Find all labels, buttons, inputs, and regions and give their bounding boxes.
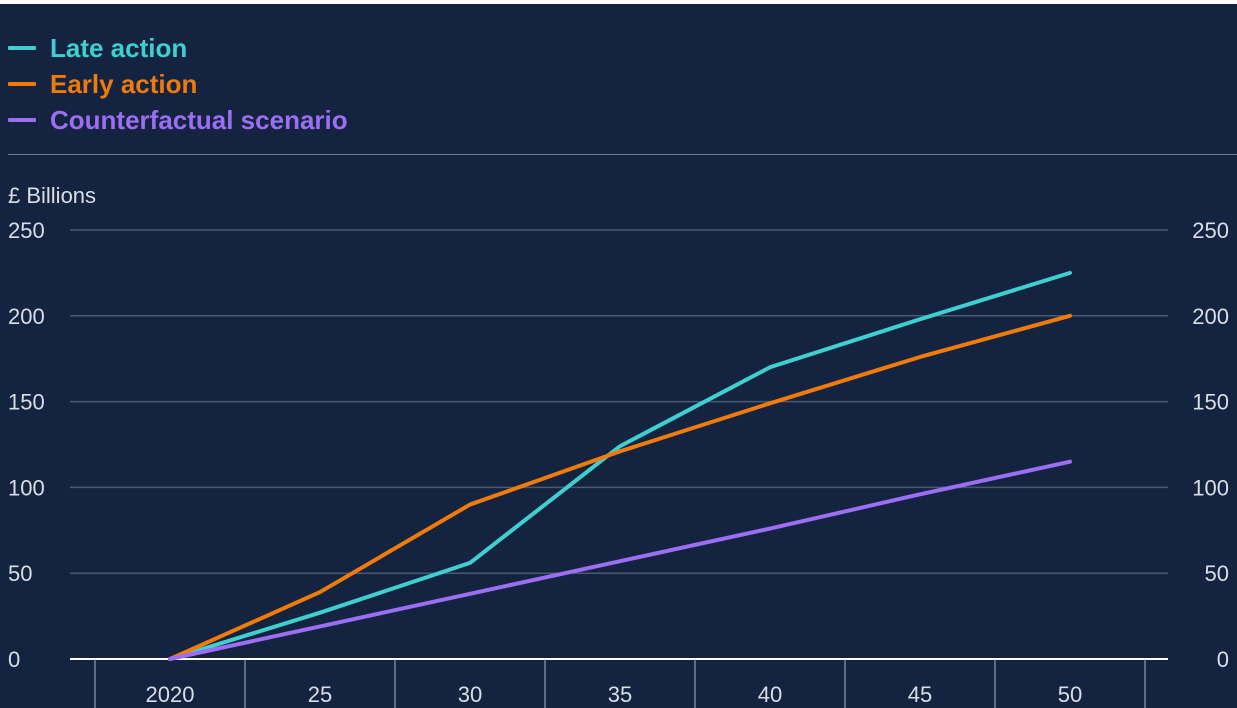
legend-swatch-counterfactual: [8, 118, 36, 122]
y-ticks-right: 0 50 100 150 200 250: [1192, 218, 1229, 672]
x-tick-label-40: 40: [758, 682, 782, 707]
y-axis-label: £ Billions: [8, 183, 96, 208]
y-tick-right-200: 200: [1192, 304, 1229, 329]
x-tick-label-35: 35: [608, 682, 632, 707]
x-tick-label-45: 45: [908, 682, 932, 707]
y-tick-right-50: 50: [1205, 561, 1229, 586]
legend-label-late-action: Late action: [50, 32, 188, 63]
series-line-late-action: [168, 270, 1072, 661]
x-tick-label-2020: 2020: [146, 682, 195, 707]
legend: Late action Early action Counterfactual …: [8, 30, 348, 138]
legend-label-early-action: Early action: [50, 68, 198, 99]
series-line-early-action: [168, 313, 1072, 661]
y-tick-right-100: 100: [1192, 475, 1229, 500]
y-tick-right-150: 150: [1192, 390, 1229, 415]
y-tick-left-50: 50: [8, 561, 32, 586]
series-line-counterfactual-scenario: [168, 459, 1072, 661]
y-tick-right-250: 250: [1192, 218, 1229, 243]
series-lines: [168, 270, 1072, 661]
x-tick-label-25: 25: [308, 682, 332, 707]
y-tick-left-150: 150: [8, 390, 45, 415]
y-tick-left-0: 0: [8, 647, 20, 672]
x-tick-label-30: 30: [458, 682, 482, 707]
y-tick-left-100: 100: [8, 475, 45, 500]
x-axis: 2020 25 30 35 40 45 50: [70, 658, 1168, 708]
legend-swatch-early-action: [8, 82, 36, 86]
y-tick-left-200: 200: [8, 304, 45, 329]
y-tick-right-0: 0: [1217, 647, 1229, 672]
legend-item-early-action: Early action: [8, 66, 348, 102]
x-tick-label-50: 50: [1058, 682, 1082, 707]
legend-label-counterfactual: Counterfactual scenario: [50, 104, 348, 135]
y-ticks-left: 0 50 100 150 200 250: [8, 218, 45, 672]
legend-item-late-action: Late action: [8, 30, 348, 66]
y-tick-left-250: 250: [8, 218, 45, 243]
top-rule: [0, 0, 1237, 4]
grid-lines: [70, 229, 1168, 574]
legend-item-counterfactual: Counterfactual scenario: [8, 102, 348, 138]
legend-swatch-late-action: [8, 46, 36, 50]
legend-divider: [8, 154, 1237, 155]
